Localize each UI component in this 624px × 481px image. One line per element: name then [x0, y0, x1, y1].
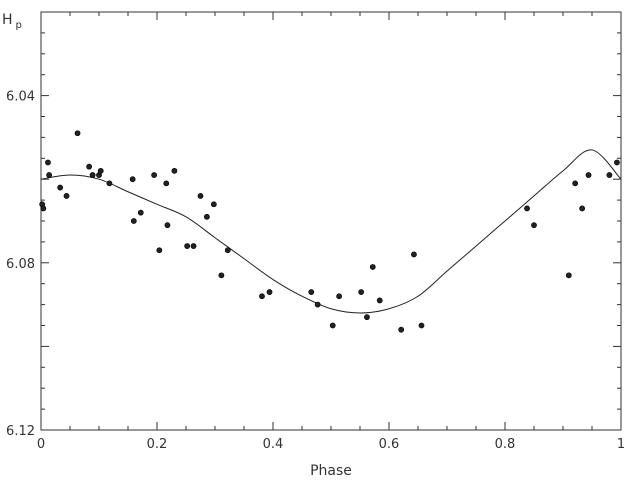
data-point [364, 314, 370, 321]
data-point [572, 180, 579, 187]
data-point [411, 251, 417, 258]
data-point [314, 301, 321, 308]
data-point [164, 222, 171, 229]
data-point [565, 272, 572, 279]
data-point [218, 272, 225, 279]
data-point [97, 167, 104, 174]
data-point [369, 264, 376, 270]
y-axis-label-subscript: p [16, 20, 22, 31]
data-point [46, 172, 53, 178]
data-point [418, 322, 425, 329]
y-tick-label: 6.12 [6, 424, 35, 439]
data-point [57, 184, 64, 191]
data-point [171, 167, 178, 174]
data-point [129, 176, 136, 183]
data-point [151, 172, 157, 178]
data-point [130, 218, 137, 224]
data-point [524, 205, 530, 212]
x-tick-label: 1 [617, 437, 624, 452]
data-point [308, 289, 315, 295]
data-point [156, 247, 163, 254]
data-point [210, 201, 217, 208]
data-points [39, 130, 620, 333]
data-point [63, 193, 70, 199]
x-tick-label: 0.2 [147, 437, 168, 452]
data-point [606, 172, 613, 178]
data-point [259, 293, 265, 300]
data-point [203, 213, 210, 220]
data-point [358, 289, 365, 295]
y-axis-label-main: H [2, 12, 13, 28]
data-point [224, 247, 231, 254]
data-point [137, 209, 144, 216]
data-point [376, 297, 383, 304]
data-point [45, 159, 51, 166]
x-tick-labels: 0 0.2 0.4 0.6 0.8 1 [37, 437, 624, 452]
data-point [266, 289, 273, 295]
data-point [398, 326, 405, 333]
x-tick-label: 0.6 [379, 437, 400, 452]
fit-curve [40, 149, 622, 314]
data-point [336, 293, 343, 300]
data-point [40, 205, 47, 212]
data-point [184, 243, 191, 249]
y-tick-label: 6.04 [6, 90, 35, 105]
data-point [531, 222, 537, 229]
data-point [163, 180, 170, 187]
data-point [197, 193, 204, 199]
x-axis-label: Phase [310, 463, 352, 479]
data-point [89, 172, 96, 178]
data-point [329, 322, 336, 329]
data-point [106, 180, 113, 187]
data-point [86, 163, 93, 170]
axis-ticks [40, 11, 622, 431]
y-tick-labels: 6.04 6.08 6.12 [6, 90, 35, 439]
data-point [579, 205, 586, 212]
x-tick-label: 0.4 [263, 437, 284, 452]
data-point [585, 172, 592, 178]
data-point [614, 159, 620, 166]
y-tick-label: 6.08 [6, 257, 35, 272]
data-point [74, 130, 81, 137]
x-tick-label: 0.8 [495, 437, 516, 452]
x-tick-label: 0 [37, 437, 45, 452]
plot-frame [40, 11, 622, 431]
data-point [190, 243, 197, 249]
